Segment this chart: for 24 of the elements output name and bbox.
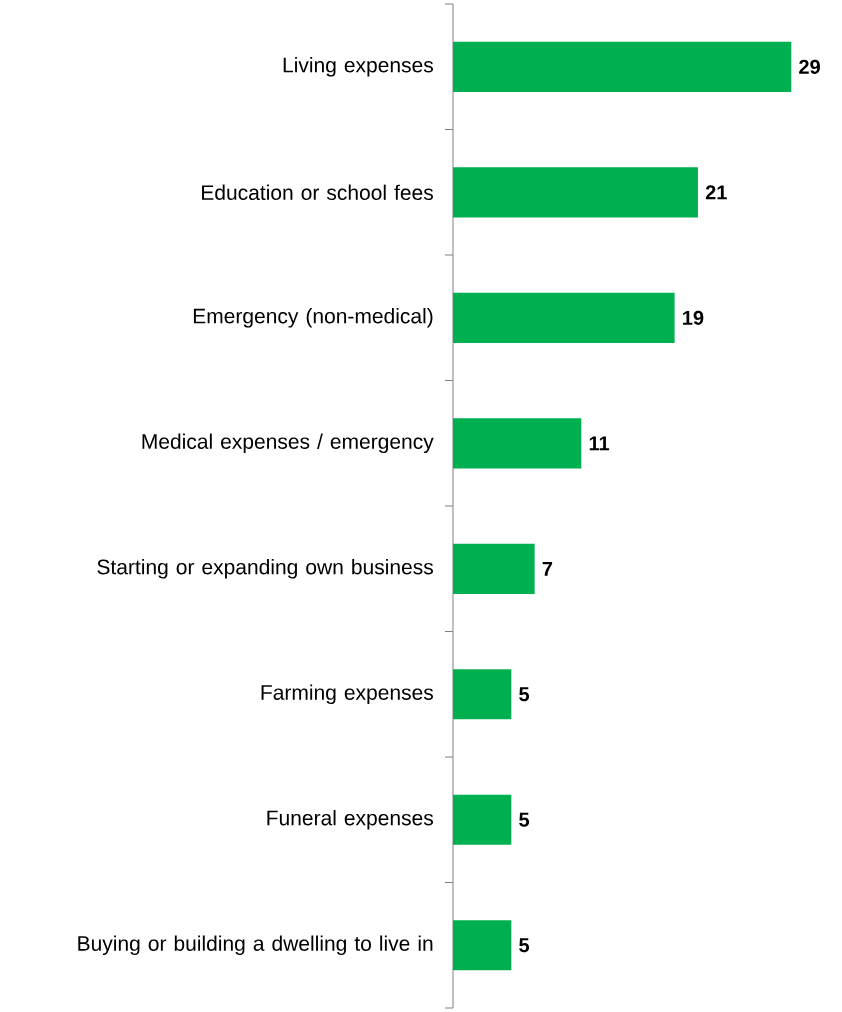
bar (452, 292, 675, 343)
bar (452, 41, 792, 92)
data-label: 11 (589, 436, 610, 451)
bar (452, 418, 582, 469)
bar (452, 794, 512, 845)
y-tick-label: Living expenses (283, 57, 433, 77)
data-label: 29 (799, 59, 820, 74)
data-label: 21 (705, 185, 727, 200)
data-label: 7 (542, 561, 553, 576)
y-tick-label: Emergency (non-medical) (193, 308, 433, 328)
y-tick-label: Starting or expanding own business (97, 559, 433, 579)
y-tick-label: Funeral expenses (267, 809, 433, 830)
data-label: 19 (683, 310, 704, 325)
data-label: 5 (519, 938, 530, 953)
y-tick-label: Education or school fees (202, 184, 433, 201)
y-tick-label: Medical expenses / emergency (142, 433, 434, 454)
bar (452, 167, 698, 218)
bar (452, 920, 512, 971)
bar (452, 543, 535, 594)
bar (452, 669, 512, 720)
y-tick-label: Buying or building a dwelling to live in (78, 935, 433, 956)
data-label: 5 (519, 812, 530, 827)
data-label: 5 (519, 687, 530, 702)
y-tick-label: Farming expenses (261, 684, 433, 705)
